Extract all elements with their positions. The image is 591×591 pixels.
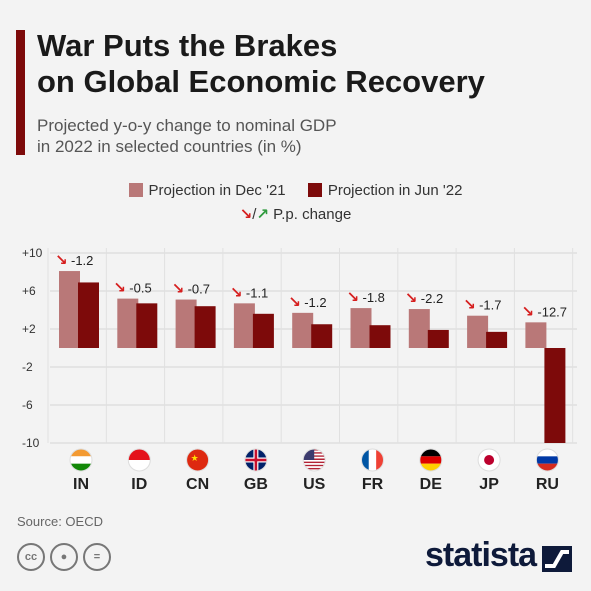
usa-flag-icon — [302, 448, 326, 472]
y-tick-label: -2 — [22, 360, 33, 374]
x-tick-label: CN — [186, 476, 209, 493]
bar-dec — [408, 309, 430, 348]
pp-change-arrow: ↘ — [55, 251, 68, 269]
x-tick-label: JP — [479, 476, 499, 493]
title-line-1: War Puts the Brakes — [37, 28, 338, 63]
legend-item-jun: Projection in Jun '22 — [307, 181, 463, 199]
bar-jun — [136, 303, 158, 348]
pp-change-arrow: ↘ — [521, 302, 534, 320]
bar-dec — [467, 315, 489, 348]
x-tick-label: IN — [73, 476, 89, 493]
pp-change-arrow: ↘ — [288, 293, 301, 311]
bar-jun — [369, 325, 391, 348]
chart-title: War Puts the Brakes on Global Economic R… — [37, 28, 577, 100]
china-flag-icon: ★ — [186, 448, 210, 472]
pp-change-label: -12.7 — [537, 304, 567, 319]
france-flag-icon — [361, 448, 384, 472]
bar-jun — [544, 348, 566, 443]
no-derivatives-icon[interactable]: = — [83, 543, 111, 571]
pp-change-label: -1.8 — [363, 290, 385, 305]
legend-label-pp: P.p. change — [273, 206, 352, 223]
pp-change-label: -2.2 — [421, 291, 443, 306]
bar-dec — [117, 298, 139, 348]
x-tick-label: RU — [536, 476, 559, 493]
source-note: Source: OECD — [17, 514, 103, 529]
arrow-up-icon: ↗ — [256, 206, 269, 223]
y-tick-label: +6 — [22, 284, 36, 298]
x-tick-label: FR — [362, 476, 384, 493]
bar-jun — [194, 306, 216, 348]
legend-swatch-dec — [128, 182, 143, 197]
statista-logo-mark — [542, 546, 572, 572]
pp-change-label: -0.5 — [129, 281, 151, 296]
legend-item-dec: Projection in Dec '21 — [128, 181, 286, 199]
pp-change-label: -1.2 — [71, 253, 93, 268]
legend-swatch-jun — [307, 182, 322, 197]
bar-jun — [427, 329, 449, 348]
pp-change-arrow: ↘ — [347, 288, 360, 306]
pp-change-arrow: ↘ — [172, 280, 185, 298]
x-tick-label: US — [303, 476, 326, 493]
bar-dec — [292, 312, 314, 348]
x-tick-label: ID — [131, 476, 147, 493]
bar-jun — [486, 331, 508, 348]
bar-jun — [78, 282, 99, 348]
russia-flag-icon — [535, 448, 559, 472]
bar-dec — [350, 308, 372, 348]
bar-dec — [59, 271, 80, 348]
legend: Projection in Dec '21 Projection in Jun … — [0, 181, 591, 199]
germany-flag-icon — [419, 448, 443, 472]
bar-dec — [175, 299, 197, 348]
pp-change-arrow: ↘ — [113, 279, 126, 297]
pp-change-label: -1.1 — [246, 285, 268, 300]
y-tick-label: +2 — [22, 322, 36, 336]
x-tick-label: DE — [420, 476, 443, 493]
pp-change-label: -1.7 — [479, 298, 501, 313]
attribution-icon[interactable]: ● — [50, 543, 78, 571]
statista-logo[interactable]: statista — [425, 536, 537, 574]
x-tick-label: GB — [244, 476, 268, 493]
title-accent-bar — [16, 30, 25, 155]
bar-jun — [252, 313, 274, 348]
license-icons: cc ● = — [17, 543, 116, 571]
subtitle-line-2: in 2022 in selected countries (in %) — [37, 137, 302, 156]
bar-dec — [525, 322, 547, 348]
indonesia-flag-icon — [127, 448, 151, 472]
bar-jun — [311, 324, 333, 348]
legend-label-jun: Projection in Jun '22 — [327, 181, 463, 199]
title-line-2: on Global Economic Recovery — [37, 64, 485, 99]
y-tick-label: -6 — [22, 398, 33, 412]
pp-change-label: -0.7 — [188, 282, 210, 297]
svg-text:★: ★ — [191, 453, 199, 463]
pp-change-label: -1.2 — [304, 295, 326, 310]
japan-flag-icon — [477, 448, 501, 472]
pp-change-arrow: ↘ — [405, 289, 418, 307]
uk-flag-icon — [244, 448, 268, 472]
india-flag-icon — [69, 448, 93, 472]
pp-change-arrow: ↘ — [230, 283, 243, 301]
chart-subtitle: Projected y-o-y change to nominal GDP in… — [37, 115, 557, 157]
subtitle-line-1: Projected y-o-y change to nominal GDP — [37, 116, 337, 135]
legend-pp: ↘/↗ P.p. change — [0, 205, 591, 223]
legend-separator: / — [252, 206, 257, 223]
arrow-down-icon: ↘ — [239, 206, 253, 223]
bar-dec — [233, 303, 255, 348]
y-tick-label: -10 — [22, 436, 40, 450]
pp-change-arrow: ↘ — [463, 296, 476, 314]
cc-icon[interactable]: cc — [17, 543, 45, 571]
legend-label-dec: Projection in Dec '21 — [148, 181, 286, 199]
y-tick-label: +10 — [22, 246, 43, 260]
